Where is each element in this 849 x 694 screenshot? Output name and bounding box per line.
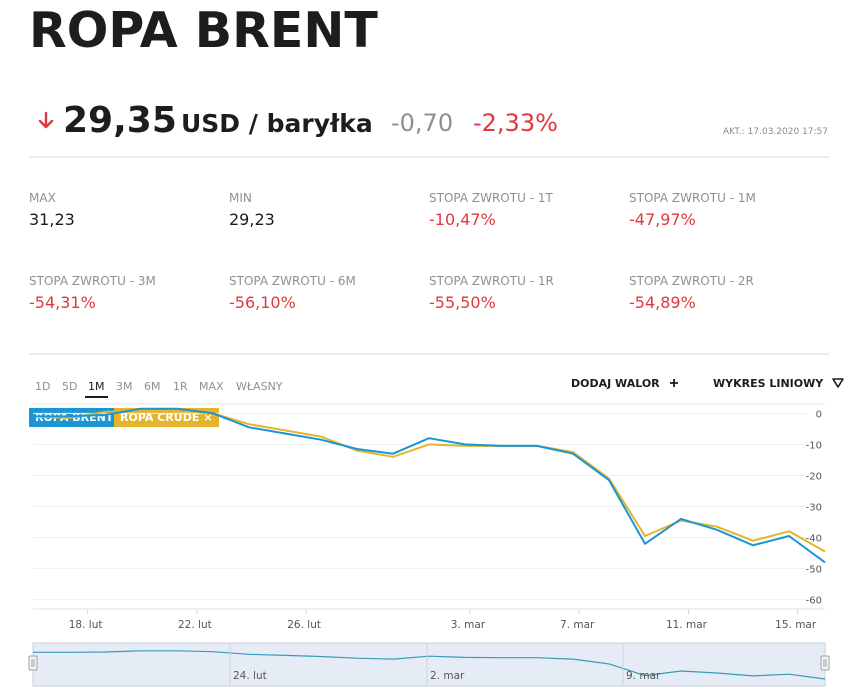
x-tick-label: 7. mar — [560, 619, 595, 631]
triangle-down-icon — [832, 378, 844, 388]
update-timestamp: AKT.: 17.03.2020 17:57 — [720, 127, 828, 137]
stat-label: STOPA ZWROTU - 2R — [629, 274, 754, 288]
plus-icon — [670, 379, 679, 387]
navigator-line — [33, 650, 826, 680]
stat-label: STOPA ZWROTU - 6M — [229, 274, 356, 288]
stat-label: STOPA ZWROTU - 1T — [429, 191, 553, 205]
add-asset-label: DODAJ WALOR — [571, 377, 660, 390]
close-icon[interactable]: × — [203, 411, 213, 424]
stat-item: STOPA ZWROTU - 1M -47,97% — [629, 191, 829, 229]
x-tick-label: 15. mar — [775, 619, 817, 631]
stat-value: -10,47% — [429, 210, 496, 229]
divider — [29, 156, 829, 158]
page-title: ROPA BRENT — [29, 2, 378, 59]
x-tick-label: 11. mar — [666, 619, 708, 631]
divider — [29, 353, 829, 355]
stat-item: STOPA ZWROTU - 1R -55,50% — [429, 274, 629, 312]
range-1m[interactable]: 1M — [85, 380, 108, 398]
y-tick-label: 0 — [816, 409, 822, 420]
y-tick-label: -40 — [806, 534, 822, 545]
y-tick-label: -30 — [806, 503, 822, 514]
x-tick-label: 26. lut — [287, 619, 321, 631]
price-value: 29,35 — [63, 100, 177, 141]
y-tick-label: -50 — [806, 565, 822, 576]
range-własny[interactable]: WŁASNY — [236, 380, 283, 393]
price-change: -0,70 — [391, 109, 454, 137]
update-value: 17.03.2020 17:57 — [747, 127, 828, 137]
stat-value: -54,31% — [29, 293, 96, 312]
stat-value: 29,23 — [229, 210, 275, 229]
y-tick-label: -10 — [806, 440, 822, 451]
series-line-crude — [32, 409, 826, 553]
navigator-area — [32, 642, 826, 687]
navigator-handle-left[interactable] — [28, 655, 38, 671]
stat-label: STOPA ZWROTU - 3M — [29, 274, 156, 288]
legend-crude-label: ROPA CRUDE — [120, 411, 200, 424]
update-label: AKT.: — [722, 127, 745, 137]
stat-item: STOPA ZWROTU - 2R -54,89% — [629, 274, 829, 312]
range-6m[interactable]: 6M — [144, 380, 161, 393]
stat-value: -47,97% — [629, 210, 696, 229]
navigator-label: 9. mar — [626, 670, 661, 682]
navigator-label: 24. lut — [233, 670, 267, 682]
range-5d[interactable]: 5D — [62, 380, 78, 393]
stat-item: STOPA ZWROTU - 6M -56,10% — [229, 274, 429, 312]
range-1d[interactable]: 1D — [35, 380, 51, 393]
arrow-down-icon — [38, 111, 54, 129]
navigator-label: 2. mar — [430, 670, 465, 682]
stat-item: MIN 29,23 — [229, 191, 429, 229]
y-tick-label: -20 — [806, 471, 822, 482]
price-unit: USD / baryłka — [181, 109, 373, 138]
range-max[interactable]: MAX — [199, 380, 224, 393]
range-3m[interactable]: 3M — [116, 380, 133, 393]
series-line-brent — [33, 407, 826, 564]
x-tick-label: 18. lut — [69, 619, 103, 631]
stat-value: -54,89% — [629, 293, 696, 312]
chart-type-dropdown[interactable]: WYKRES LINIOWY — [713, 377, 844, 390]
y-tick-label: -60 — [806, 596, 822, 607]
chart-type-label: WYKRES LINIOWY — [713, 377, 824, 390]
stat-value: 31,23 — [29, 210, 75, 229]
x-tick-label: 22. lut — [178, 619, 212, 631]
stat-item: MAX 31,23 — [29, 191, 229, 229]
stat-label: MIN — [229, 191, 252, 205]
range-1r[interactable]: 1R — [173, 380, 188, 393]
stat-item: STOPA ZWROTU - 1T -10,47% — [429, 191, 629, 229]
x-tick-label: 3. mar — [451, 619, 486, 631]
stat-value: -55,50% — [429, 293, 496, 312]
stat-item: STOPA ZWROTU - 3M -54,31% — [29, 274, 229, 312]
stat-label: MAX — [29, 191, 56, 205]
stat-label: STOPA ZWROTU - 1R — [429, 274, 554, 288]
stat-value: -56,10% — [229, 293, 296, 312]
stat-label: STOPA ZWROTU - 1M — [629, 191, 756, 205]
navigator-handle-right[interactable] — [820, 655, 830, 671]
price-change-pct: -2,33% — [473, 109, 558, 137]
add-asset-button[interactable]: DODAJ WALOR — [571, 377, 679, 390]
